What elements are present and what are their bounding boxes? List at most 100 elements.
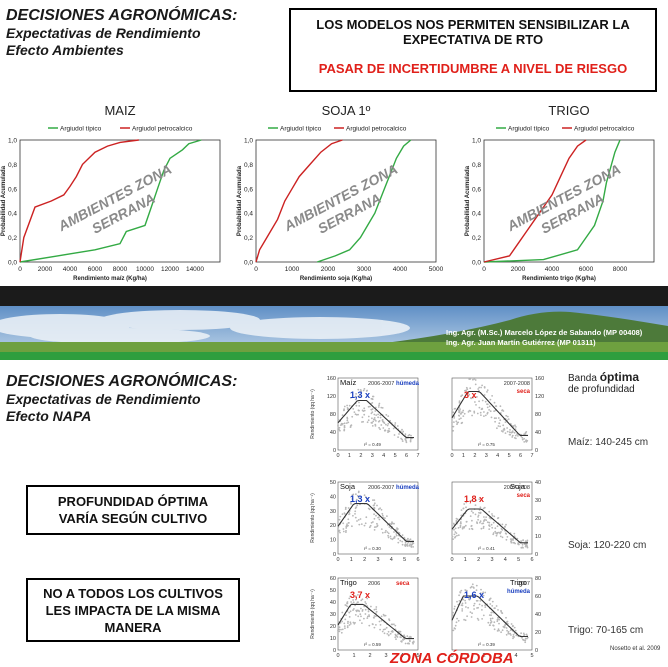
napa-factor: 3 x: [464, 390, 477, 400]
scatter-point: [522, 539, 524, 542]
x-tick-label: 7: [416, 453, 419, 459]
scatter-point: [511, 430, 514, 432]
scatter-point: [363, 524, 366, 527]
x-tick-label: 10000: [136, 266, 154, 273]
scatter-point: [493, 417, 496, 420]
scatter-point: [470, 616, 473, 618]
scatter-point: [456, 423, 458, 426]
scatter-point: [393, 531, 395, 533]
scatter-point: [360, 607, 362, 610]
scatter-point: [491, 600, 494, 603]
scatter-point: [485, 516, 487, 518]
scatter-point: [461, 610, 464, 612]
scatter-point: [376, 504, 378, 507]
plot-frame: [483, 139, 655, 263]
scatter-point: [479, 520, 482, 523]
scatter-point: [349, 621, 352, 624]
scatter-point: [346, 419, 349, 422]
trigo-range: Trigo: 70-165 cm: [568, 625, 644, 636]
scatter-point: [480, 527, 483, 530]
scatter-point: [488, 524, 490, 527]
scatter-point: [463, 412, 466, 415]
scatter-point: [407, 537, 409, 540]
y-tick-label: 30: [330, 612, 336, 618]
napa-period: 2007-2008: [504, 485, 530, 491]
scatter-point: [373, 499, 376, 501]
scatter-point: [500, 609, 502, 612]
scatter-point: [349, 501, 352, 503]
scatter-point: [339, 531, 341, 534]
scatter-point: [384, 517, 386, 519]
scatter-point: [386, 424, 389, 427]
scatter-point: [397, 541, 400, 544]
scatter-point: [481, 522, 483, 525]
scatter-point: [346, 523, 348, 525]
scatter-point: [350, 601, 352, 603]
scatter-point: [465, 521, 468, 523]
series-line: [316, 139, 412, 263]
legend-label: Argiudol típico: [508, 126, 550, 133]
scatter-point: [393, 623, 395, 626]
scatter-point: [464, 524, 467, 527]
scatter-point: [394, 422, 397, 424]
scatter-point: [358, 523, 361, 526]
scatter-point: [463, 525, 466, 528]
y-tick-label: 60: [535, 594, 541, 600]
scatter-point: [515, 634, 518, 637]
scatter-point: [379, 628, 381, 631]
scatter-point: [520, 540, 522, 542]
fit-curve: [337, 503, 414, 542]
scatter-point: [505, 523, 507, 526]
scatter-point: [483, 411, 485, 413]
x-tick-label: 3: [376, 557, 379, 563]
scatter-point: [348, 624, 351, 626]
scatter-point: [363, 407, 366, 410]
scatter-point: [488, 405, 491, 408]
y-tick-label: 0,2: [8, 235, 17, 242]
scatter-point: [409, 439, 412, 442]
y-tick-label: 0: [333, 552, 336, 558]
y-tick-label: 160: [327, 376, 336, 382]
scatter-point: [341, 513, 344, 515]
scatter-point: [502, 430, 504, 433]
scatter-point: [409, 543, 411, 546]
scatter-point: [499, 425, 501, 428]
y-tick-label: 60: [330, 576, 336, 582]
fit-curve: [337, 399, 414, 439]
scatter-point: [381, 512, 384, 515]
scatter-point: [483, 520, 485, 522]
x-tick-label: 2000: [321, 266, 336, 273]
y-tick-label: 0,8: [472, 162, 481, 169]
y-tick-label: 0,2: [472, 235, 481, 242]
y-tick-label: 0,0: [8, 260, 17, 267]
scatter-point: [506, 415, 509, 418]
scatter-point: [353, 411, 356, 413]
y-tick-label: 40: [330, 430, 336, 436]
scatter-point: [494, 405, 497, 407]
y-tick-label: 120: [327, 394, 336, 400]
scatter-point: [359, 619, 361, 622]
scatter-point: [341, 620, 344, 623]
scatter-point: [401, 540, 404, 543]
scatter-point: [352, 408, 355, 410]
scatter-point: [456, 518, 459, 521]
x-tick-label: 0: [336, 453, 339, 459]
scatter-point: [385, 414, 388, 416]
y-tick-label: 0,4: [244, 211, 253, 218]
y-tick-label: 40: [535, 612, 541, 618]
top-title-line-1: DECISIONES AGRONÓMICAS:: [6, 7, 238, 24]
scatter-point: [373, 526, 376, 528]
y-tick-label: 80: [535, 412, 541, 418]
top-message-red: PASAR DE INCERTIDUMBRE A NIVEL DE RIESGO: [318, 61, 628, 76]
scatter-point: [385, 529, 387, 532]
scatter-point: [383, 632, 386, 635]
scatter-point: [481, 384, 483, 387]
napa-r2: r² = 0.41: [478, 546, 495, 551]
scatter-point: [491, 611, 493, 614]
scatter-point: [337, 526, 340, 528]
scatter-point: [468, 528, 471, 530]
scatter-point: [352, 599, 354, 601]
x-tick-label: 5: [508, 453, 511, 459]
scatter-point: [390, 523, 393, 526]
scatter-point: [352, 621, 355, 624]
